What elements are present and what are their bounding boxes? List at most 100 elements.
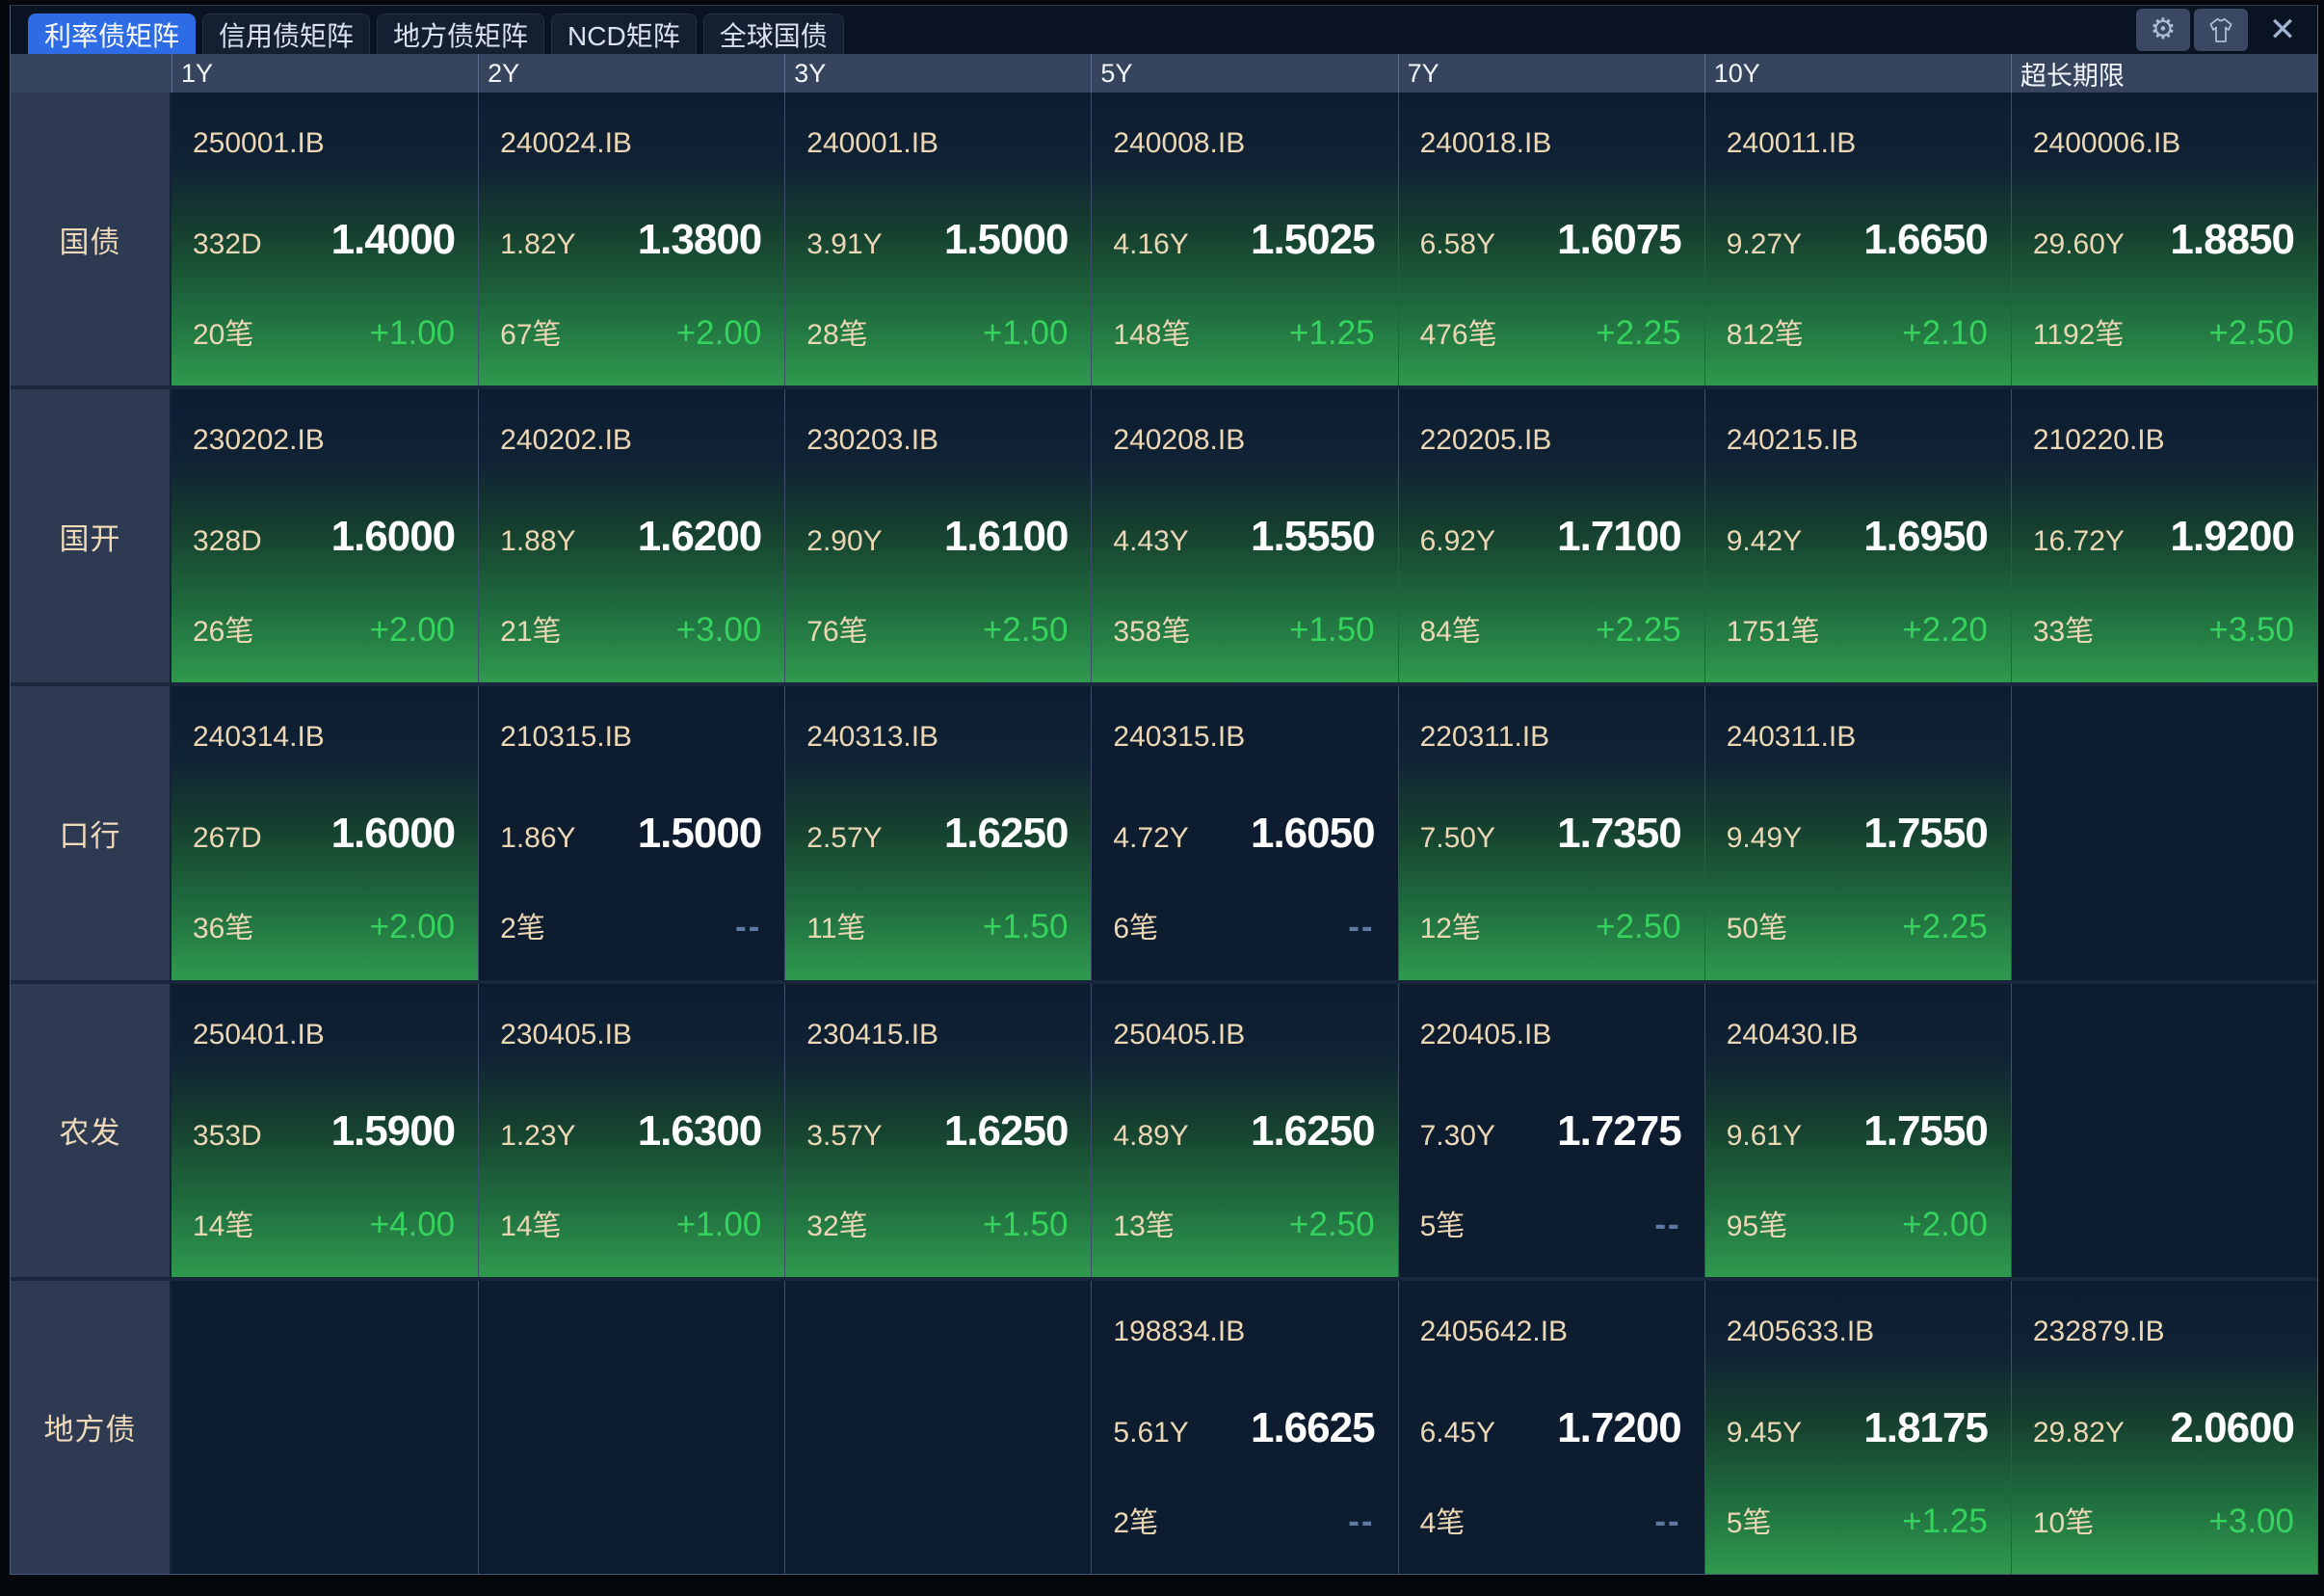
tab-利率债矩阵[interactable]: 利率债矩阵 (28, 13, 197, 54)
bond-cell-240430.IB[interactable]: 240430.IB 9.61Y 1.7550 95笔 +2.00 (1703, 983, 2011, 1277)
tenor-yield-line: 2.57Y 1.6250 (806, 810, 1069, 858)
bond-yield: 1.7350 (1557, 810, 1682, 858)
theme-button[interactable] (2194, 9, 2248, 51)
trade-count: 20笔 (193, 319, 254, 351)
yield-change: +1.50 (1289, 611, 1375, 650)
bond-cell-232879.IB[interactable]: 232879.IB 29.82Y 2.0600 10笔 +3.00 (2010, 1280, 2317, 1575)
bond-yield: 1.6625 (1250, 1403, 1376, 1451)
tab-地方债矩阵[interactable]: 地方债矩阵 (377, 13, 545, 54)
bond-cell-2405642.IB[interactable]: 2405642.IB 6.45Y 1.7200 4笔 -- (1397, 1280, 1704, 1575)
trade-count: 12笔 (1419, 913, 1481, 945)
tenor-yield-line: 332D 1.4000 (193, 216, 456, 264)
bond-cell-210220.IB[interactable]: 210220.IB 16.72Y 1.9200 33笔 +3.50 (2010, 389, 2317, 683)
tenor-yield-line: 9.49Y 1.7550 (1727, 810, 1989, 858)
count-change-line: 10笔 +3.00 (2033, 1499, 2294, 1541)
bond-yield: 1.6950 (1863, 513, 1989, 561)
bond-cell-230415.IB[interactable]: 230415.IB 3.57Y 1.6250 32笔 +1.50 (784, 983, 1092, 1277)
bond-cell-220405.IB[interactable]: 220405.IB 7.30Y 1.7275 5笔 -- (1397, 983, 1704, 1277)
tab-NCD矩阵[interactable]: NCD矩阵 (551, 13, 697, 54)
rate-bond-matrix-window: 利率债矩阵 信用债矩阵 地方债矩阵 NCD矩阵 全球国债 ⚙ ✕ 1Y 2Y 3Y 5Y 7Y 1… (10, 5, 2318, 1575)
bond-code: 2405642.IB (1419, 1315, 1569, 1347)
trade-count: 36笔 (193, 913, 254, 945)
bond-yield: 1.6000 (330, 810, 457, 858)
matrix-row-国开: 国开 230202.IB 328D 1.6000 26笔 +2.00 240202.IB 1.… (11, 386, 2317, 683)
bond-cell-250401.IB[interactable]: 250401.IB 353D 1.5900 14笔 +4.00 (172, 983, 479, 1277)
yield-change: +1.00 (369, 314, 456, 352)
tab-信用债矩阵[interactable]: 信用债矩阵 (202, 13, 371, 54)
trade-count: 21笔 (500, 616, 562, 649)
bond-cell-240001.IB[interactable]: 240001.IB 3.91Y 1.5000 28笔 +1.00 (784, 93, 1092, 386)
trade-count: 148笔 (1113, 319, 1191, 351)
count-change-line: 11笔 +1.50 (806, 904, 1068, 946)
bond-code: 240011.IB (1726, 127, 1857, 159)
bond-code: 230203.IB (806, 424, 939, 457)
yield-change: +3.00 (675, 611, 762, 650)
close-button[interactable]: ✕ (2252, 9, 2313, 51)
bond-yield: 1.3800 (637, 216, 763, 263)
bond-cell-198834.IB[interactable]: 198834.IB 5.61Y 1.6625 2笔 -- (1091, 1280, 1398, 1575)
bond-cell-210315.IB[interactable]: 210315.IB 1.86Y 1.5000 2笔 -- (478, 686, 785, 980)
count-change-line: 358笔 +1.50 (1113, 607, 1374, 650)
bond-code: 230415.IB (806, 1018, 939, 1051)
bond-yield: 1.6000 (330, 513, 457, 561)
gear-icon: ⚙ (2150, 13, 2177, 45)
bond-yield: 1.7200 (1557, 1403, 1682, 1451)
trade-count: 6笔 (1113, 913, 1159, 945)
bond-cell-240018.IB[interactable]: 240018.IB 6.58Y 1.6075 476笔 +2.25 (1397, 93, 1704, 386)
bond-cell-240024.IB[interactable]: 240024.IB 1.82Y 1.3800 67笔 +2.00 (478, 93, 785, 386)
count-change-line: 95笔 +2.00 (1727, 1202, 1988, 1244)
bond-code: 220205.IB (1419, 424, 1552, 457)
tenor-yield-line: 1.23Y 1.6300 (500, 1107, 762, 1156)
bond-cell-230405.IB[interactable]: 230405.IB 1.23Y 1.6300 14笔 +1.00 (478, 983, 785, 1277)
column-header-1Y: 1Y (172, 54, 478, 93)
bond-cell-240011.IB[interactable]: 240011.IB 9.27Y 1.6650 812笔 +2.10 (1703, 93, 2011, 386)
count-change-line: 76笔 +2.50 (806, 607, 1068, 650)
trade-count: 28笔 (806, 319, 868, 351)
bond-tenor: 1.23Y (500, 1119, 576, 1152)
bond-cell-240208.IB[interactable]: 240208.IB 4.43Y 1.5550 358笔 +1.50 (1091, 389, 1398, 683)
bond-cell-230203.IB[interactable]: 230203.IB 2.90Y 1.6100 76笔 +2.50 (784, 389, 1092, 683)
matrix-row-国债: 国债 250001.IB 332D 1.4000 20笔 +1.00 240024.IB 1.… (11, 93, 2317, 386)
bond-cell-2405633.IB[interactable]: 2405633.IB 9.45Y 1.8175 5笔 +1.25 (1703, 1280, 2011, 1575)
bond-tenor: 6.92Y (1419, 525, 1495, 558)
bond-code: 240202.IB (500, 424, 632, 457)
bond-cell-240315.IB[interactable]: 240315.IB 4.72Y 1.6050 6笔 -- (1091, 686, 1398, 980)
yield-change: +2.00 (1902, 1205, 1988, 1243)
bond-tenor: 5.61Y (1113, 1416, 1189, 1449)
bond-cell-240311.IB[interactable]: 240311.IB 9.49Y 1.7550 50笔 +2.25 (1703, 686, 2011, 980)
tenor-yield-line: 3.57Y 1.6250 (806, 1107, 1069, 1156)
bond-cell-240314.IB[interactable]: 240314.IB 267D 1.6000 36笔 +2.00 (172, 686, 479, 980)
bond-cell-240008.IB[interactable]: 240008.IB 4.16Y 1.5025 148笔 +1.25 (1091, 93, 1398, 386)
count-change-line: 14笔 +4.00 (193, 1202, 455, 1244)
bond-yield: 1.6050 (1250, 810, 1376, 858)
bond-yield: 1.7275 (1557, 1106, 1682, 1155)
count-change-line: 812笔 +2.10 (1727, 310, 1988, 353)
bond-cell-250405.IB[interactable]: 250405.IB 4.89Y 1.6250 13笔 +2.50 (1091, 983, 1398, 1277)
yield-change: +1.00 (675, 1205, 762, 1243)
row-label-国债: 国债 (11, 93, 172, 386)
yield-change: +2.50 (1596, 908, 1681, 946)
tenor-yield-line: 328D 1.6000 (193, 513, 457, 561)
tenor-yield-line: 6.58Y 1.6075 (1420, 216, 1682, 264)
bond-cell-240215.IB[interactable]: 240215.IB 9.42Y 1.6950 1751笔 +2.20 (1703, 389, 2011, 683)
yield-change: +3.00 (2208, 1502, 2294, 1540)
bond-yield: 1.8175 (1863, 1403, 1989, 1451)
trade-count: 84笔 (1419, 616, 1481, 649)
settings-button[interactable]: ⚙ (2136, 9, 2190, 51)
trade-count: 67笔 (500, 319, 562, 351)
bond-code: 250001.IB (193, 127, 325, 159)
bond-cell-250001.IB[interactable]: 250001.IB 332D 1.4000 20笔 +1.00 (172, 93, 479, 386)
bond-cell-220311.IB[interactable]: 220311.IB 7.50Y 1.7350 12笔 +2.50 (1397, 686, 1704, 980)
trade-count: 4笔 (1419, 1506, 1466, 1539)
bond-tenor: 6.45Y (1419, 1416, 1495, 1449)
bond-code: 240215.IB (1726, 424, 1859, 457)
tab-全球国债[interactable]: 全球国债 (702, 13, 844, 54)
bond-cell-240313.IB[interactable]: 240313.IB 2.57Y 1.6250 11笔 +1.50 (784, 686, 1092, 980)
bond-cell-240202.IB[interactable]: 240202.IB 1.88Y 1.6200 21笔 +3.00 (478, 389, 785, 683)
bond-cell-2400006.IB[interactable]: 2400006.IB 29.60Y 1.8850 1192笔 +2.50 (2010, 93, 2317, 386)
yield-change: +1.25 (1289, 314, 1375, 352)
bond-cell-220205.IB[interactable]: 220205.IB 6.92Y 1.7100 84笔 +2.25 (1397, 389, 1704, 683)
trade-count: 95笔 (1726, 1210, 1788, 1242)
trade-count: 476笔 (1419, 319, 1497, 351)
bond-cell-230202.IB[interactable]: 230202.IB 328D 1.6000 26笔 +2.00 (172, 389, 479, 683)
